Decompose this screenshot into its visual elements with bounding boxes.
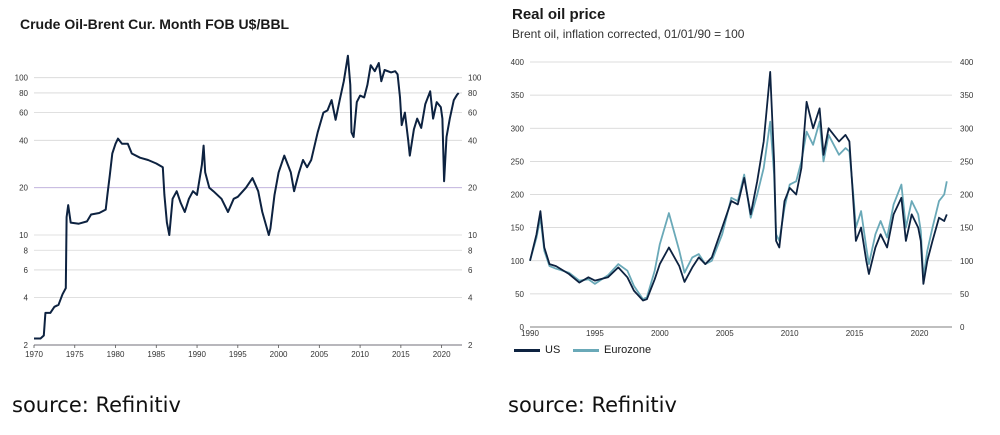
left-y-tick-label-right: 4 (468, 294, 473, 303)
left-y-tick-label: 10 (19, 231, 28, 240)
left-x-tick-label: 1990 (188, 350, 206, 359)
left-x-tick-label: 1975 (66, 350, 84, 359)
left-x-tick-label: 2010 (351, 350, 369, 359)
legend-label-us: US (545, 344, 561, 356)
right-series-eurozone-line (529, 120, 948, 301)
right-x-tick-label: 1995 (586, 329, 604, 338)
left-chart-panel: Crude Oil-Brent Cur. Month FOB U$/BBL 2 2… (0, 0, 482, 380)
right-x-tick-label: 2020 (911, 329, 929, 338)
left-y-tick-label: 20 (19, 184, 28, 193)
right-y-tick-label: 150 (511, 224, 525, 233)
right-y-tick-label-right: 400 (960, 58, 974, 67)
right-y-tick-label-right: 0 (960, 323, 965, 332)
right-x-tick-label: 2015 (846, 329, 864, 338)
legend-label-eurozone: Eurozone (604, 344, 652, 356)
left-y-tick-label-right: 6 (468, 266, 473, 275)
right-x-tick-label: 2005 (716, 329, 734, 338)
left-x-tick-label: 1980 (107, 350, 125, 359)
right-x-tick-label: 2010 (781, 329, 799, 338)
left-y-tick-label-right: 100 (468, 74, 482, 83)
right-y-tick-label: 50 (515, 290, 524, 299)
legend-swatch-eurozone (573, 348, 599, 352)
right-y-tick-label-right: 50 (960, 290, 969, 299)
left-y-tick-label-right: 80 (468, 89, 477, 98)
right-y-tick-label-right: 200 (960, 191, 974, 200)
right-y-tick-label: 400 (511, 58, 525, 67)
right-series-us-line (529, 71, 948, 302)
right-chart-subtitle: Brent oil, inflation corrected, 01/01/90… (512, 27, 745, 41)
right-y-tick-label: 200 (511, 191, 525, 200)
right-chart-panel: Real oil price Brent oil, inflation corr… (500, 0, 1000, 380)
left-y-tick-label: 60 (19, 109, 28, 118)
left-x-tick-label: 2015 (392, 350, 410, 359)
right-y-tick-label: 350 (511, 91, 525, 100)
left-x-tick-label: 1995 (229, 350, 247, 359)
right-x-tick-label: 1990 (521, 329, 539, 338)
legend-item-us: US (514, 344, 560, 356)
right-y-tick-label: 250 (511, 157, 525, 166)
right-chart-plot: 0 0 50 50 100 100 150 150 200 200 250 250 300 300 350 3… (511, 58, 974, 338)
right-y-tick-label-right: 100 (960, 257, 974, 266)
left-y-tick-label: 40 (19, 136, 28, 145)
right-y-tick-label-right: 250 (960, 157, 974, 166)
left-x-tick-label: 1970 (25, 350, 43, 359)
right-y-tick-label: 100 (511, 257, 525, 266)
right-y-tick-label-right: 350 (960, 91, 974, 100)
right-x-tick-label: 2000 (651, 329, 669, 338)
right-y-tick-label: 0 (520, 323, 525, 332)
left-y-tick-label: 2 (24, 341, 29, 350)
left-y-tick-label: 6 (24, 266, 29, 275)
left-x-tick-label: 2005 (310, 350, 328, 359)
left-x-tick-label: 1985 (147, 350, 165, 359)
left-series-line (34, 54, 460, 340)
legend-swatch-us (514, 348, 540, 352)
right-y-tick-label-right: 300 (960, 124, 974, 133)
left-chart-title: Crude Oil-Brent Cur. Month FOB U$/BBL (20, 16, 290, 32)
left-y-tick-label-right: 20 (468, 184, 477, 193)
right-chart-title: Real oil price (512, 6, 606, 23)
left-y-tick-label-right: 10 (468, 231, 477, 240)
left-y-tick-label-right: 2 (468, 341, 473, 350)
right-y-tick-label-right: 150 (960, 224, 974, 233)
left-y-tick-label-right: 8 (468, 246, 473, 255)
left-y-tick-label: 100 (15, 74, 29, 83)
left-y-tick-label-right: 60 (468, 109, 477, 118)
left-source-note: source: Refinitiv (12, 393, 181, 417)
left-x-tick-label: 2020 (433, 350, 451, 359)
left-y-tick-label: 8 (24, 246, 29, 255)
left-x-tick-label: 2000 (270, 350, 288, 359)
legend-item-eurozone: Eurozone (573, 344, 651, 356)
right-source-note: source: Refinitiv (508, 393, 677, 417)
left-y-tick-label: 4 (24, 294, 29, 303)
left-y-tick-label: 80 (19, 89, 28, 98)
right-y-tick-label: 300 (511, 124, 525, 133)
left-y-tick-label-right: 40 (468, 136, 477, 145)
